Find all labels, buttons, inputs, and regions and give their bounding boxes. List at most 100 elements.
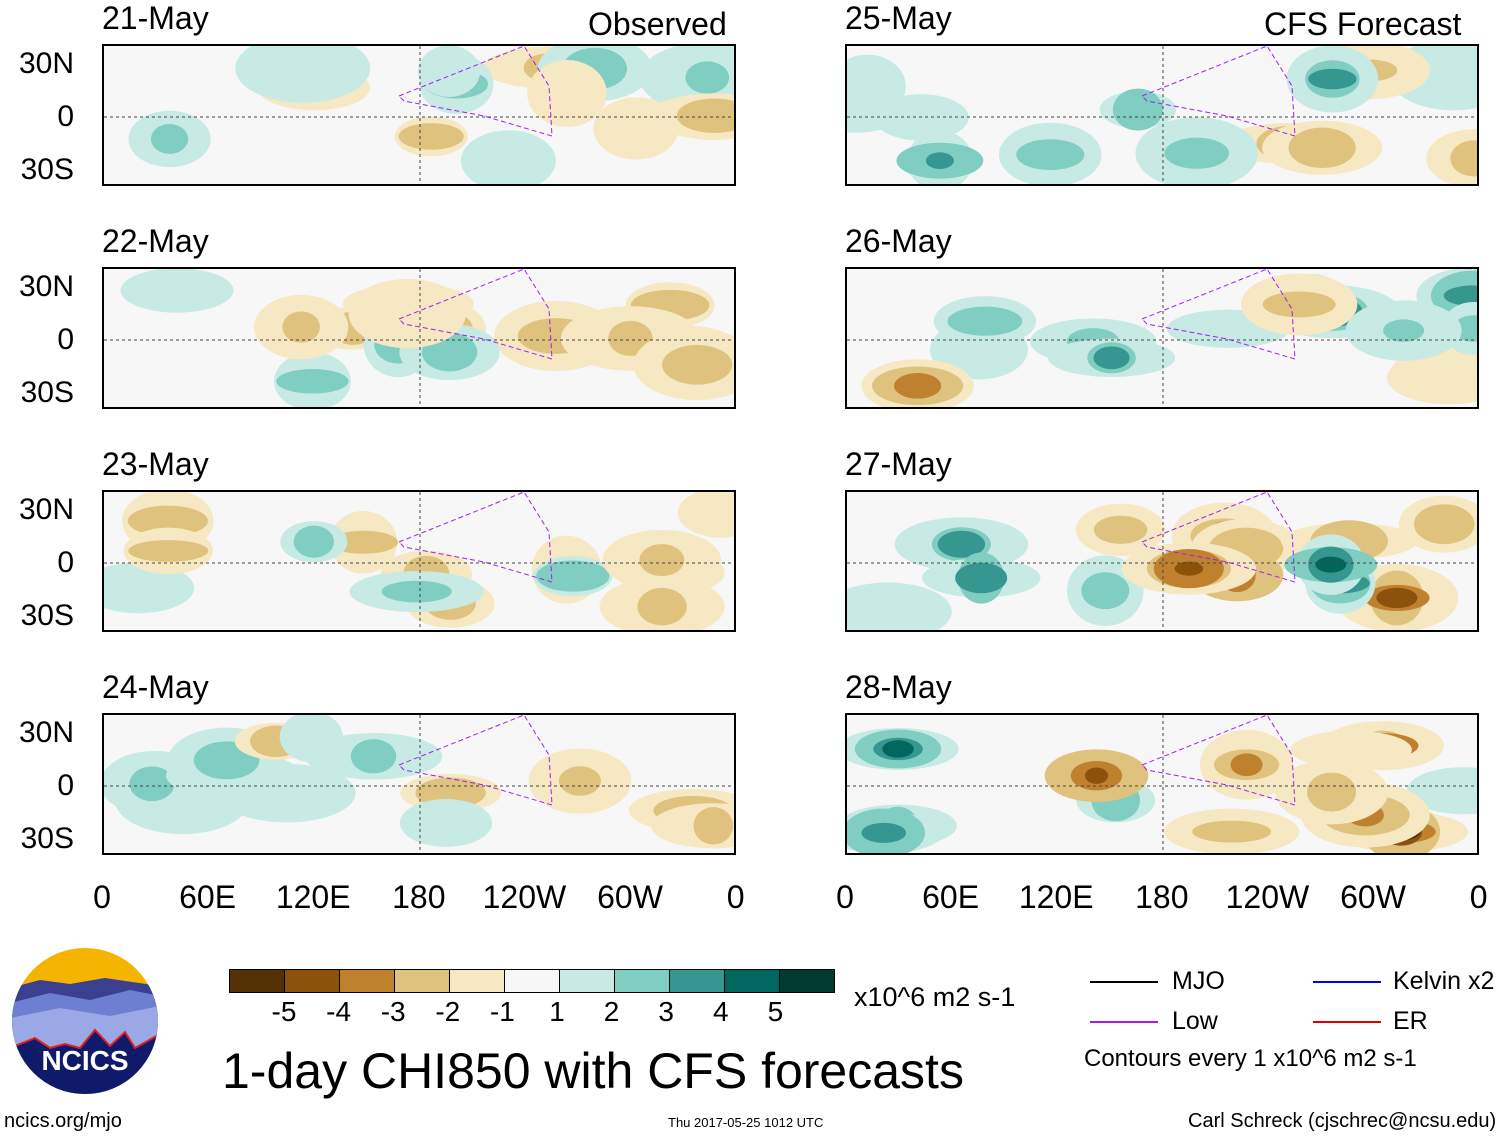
convergence-region (847, 582, 952, 630)
lat-tick-label: 0 (57, 546, 74, 579)
colorbar-swatch (560, 970, 615, 992)
divergence-region (1174, 561, 1204, 576)
colorbar-swatch (615, 970, 670, 992)
convergence-region (418, 46, 481, 97)
convergence-region (1315, 556, 1347, 573)
panel-title: 24-May (102, 669, 209, 705)
convergence-region (120, 269, 234, 313)
convergence-region (381, 580, 452, 603)
lon-tick-label: 120E (275, 879, 351, 915)
divergence-region (639, 544, 685, 577)
divergence-region (1288, 127, 1356, 169)
divergence-region (693, 807, 734, 845)
lat-tick-label: 30S (20, 153, 74, 186)
lon-tick-label: 60E (922, 879, 980, 915)
convergence-region (1081, 572, 1130, 610)
convergence-region (847, 54, 906, 118)
divergence-region (676, 98, 734, 133)
contour-note: Contours every 1 x10^6 m2 s-1 (1084, 1045, 1417, 1072)
divergence-region (1093, 515, 1148, 544)
low-frequency-contour (398, 715, 553, 806)
forecast-label: CFS Forecast (1264, 6, 1462, 42)
convergence-region (947, 306, 1023, 336)
lon-tick-label: 120E (1018, 879, 1094, 915)
figure-title: 1-day CHI850 with CFS forecasts (222, 1043, 964, 1099)
convergence-region (104, 562, 195, 614)
convergence-region (1164, 137, 1230, 169)
convergence-region (293, 525, 334, 558)
divergence-region (677, 492, 734, 538)
divergence-region (1386, 350, 1477, 405)
lat-tick-label: 30S (20, 822, 74, 855)
divergence-region (1290, 730, 1412, 769)
divergence-region (282, 311, 320, 343)
convergence-region (1112, 88, 1163, 131)
lon-tick-label: 0 (1469, 879, 1488, 915)
panel-title: 22-May (102, 223, 209, 259)
lat-tick-label: 30N (18, 716, 74, 749)
divergence-region (1376, 587, 1418, 609)
convergence-region (129, 766, 175, 802)
colorbar-swatch (230, 970, 285, 992)
colorbar-swatch (285, 970, 340, 992)
convergence-region (350, 739, 397, 774)
colorbar-swatch (780, 970, 834, 992)
map-panel (845, 490, 1479, 632)
colorbar-tick-label: 5 (767, 996, 784, 1027)
panel-title: 28-May (845, 669, 952, 705)
convergence-region (1093, 346, 1130, 370)
convergence-region (1383, 319, 1425, 342)
convergence-region (235, 46, 371, 103)
divergence-region (128, 539, 209, 562)
convergence-region (460, 130, 556, 184)
divergence-region (1307, 772, 1356, 812)
colorbar-tick-label: -3 (380, 996, 406, 1027)
lat-tick-label: 30N (18, 493, 74, 526)
lat-tick-label: 0 (57, 100, 74, 133)
divergence-region (127, 505, 208, 537)
map-panel (102, 267, 736, 409)
convergence-region (536, 560, 610, 592)
convergence-region (861, 822, 907, 843)
lon-tick-label: 60W (1340, 879, 1406, 915)
legend-line-kelvin (1313, 981, 1381, 983)
legend-er: ER (1393, 1007, 1428, 1035)
legend-line-low (1090, 1021, 1158, 1023)
convergence-region (1016, 139, 1085, 171)
low-frequency-contour (398, 492, 553, 583)
low-frequency-contour (398, 269, 553, 360)
colorbar-swatch (395, 970, 450, 992)
colorbar-swatch (505, 970, 560, 992)
convergence-region (955, 562, 1008, 594)
divergence-region (1192, 820, 1272, 843)
divergence-region (894, 372, 942, 399)
divergence-region (398, 123, 464, 150)
divergence-region (527, 60, 607, 127)
colorbar-tick-label: -1 (489, 996, 515, 1027)
convergence-region (1443, 285, 1477, 307)
legend-low: Low (1172, 1007, 1218, 1035)
divergence-region (662, 344, 733, 385)
lat-tick-label: 30S (20, 599, 74, 632)
lat-tick-label: 30N (18, 270, 74, 303)
lat-tick-label: 0 (57, 323, 74, 356)
colorbar-tick-label: -4 (326, 996, 352, 1027)
divergence-region (1262, 291, 1336, 318)
legend-mjo: MJO (1172, 967, 1225, 995)
panel-title: 21-May (102, 0, 209, 36)
site-link[interactable]: ncics.org/mjo (4, 1110, 122, 1132)
convergence-region (685, 61, 730, 94)
lat-tick-label: 30S (20, 376, 74, 409)
panel-title: 25-May (845, 0, 952, 36)
map-panel (845, 44, 1479, 186)
logo-text: NCICS (41, 1045, 128, 1076)
map-panel (102, 44, 736, 186)
map-panel (102, 713, 736, 855)
low-frequency-contour (1141, 269, 1296, 360)
panel-title: 27-May (845, 446, 952, 482)
lon-tick-label: 0 (93, 879, 111, 915)
legend-kelvin: Kelvin x2 (1393, 967, 1495, 995)
convergence-region (399, 799, 493, 847)
divergence-region (1450, 140, 1477, 177)
divergence-region (608, 320, 653, 356)
